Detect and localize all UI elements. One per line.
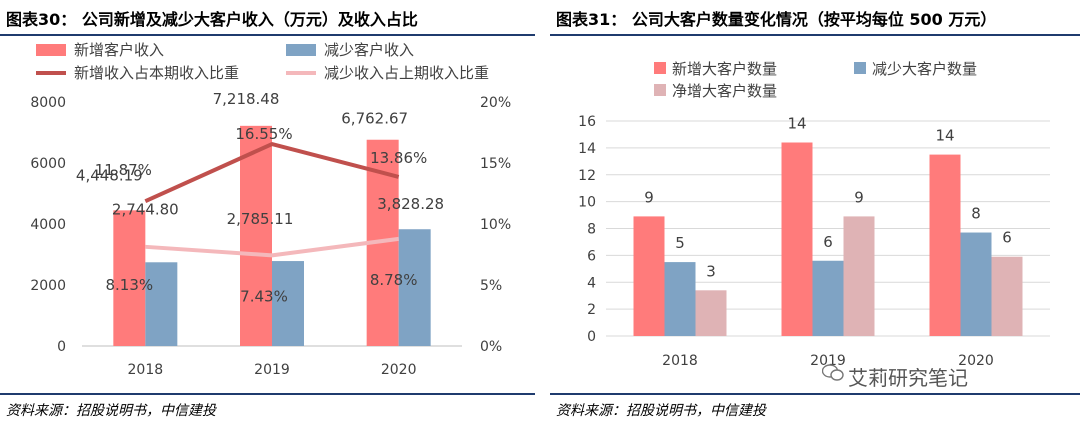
bar: [145, 262, 178, 346]
line-data-label: 13.86%: [370, 149, 427, 167]
line-data-label: 8.78%: [370, 271, 418, 289]
bar-data-label: 5: [675, 234, 685, 252]
legend-swatch: [854, 62, 866, 74]
y2-tick-label: 15%: [480, 156, 511, 172]
bar: [633, 216, 665, 336]
bar-data-label: 14: [935, 127, 954, 145]
left-source-text: 资料来源：招股说明书，中信建投: [6, 403, 216, 419]
bar: [781, 142, 813, 336]
y-tick-label: 12: [578, 168, 596, 184]
bar: [960, 232, 992, 336]
legend-swatch: [36, 44, 66, 56]
line-data-label: 16.55%: [235, 125, 292, 143]
bar: [240, 125, 272, 346]
bar-data-label: 2,744.80: [112, 200, 179, 218]
legend-label: 减少大客户数量: [872, 60, 977, 78]
right-chart-svg: 0 2 4 6 8 10 12 14 16 2018 9 5 3 2019 14 6 9 2020 14 8 6 新增大客…: [578, 60, 1050, 369]
bar: [398, 229, 431, 346]
legend-swatch: [654, 62, 666, 74]
x-tick-label: 2020: [381, 362, 417, 378]
left-chart-title: 图表30： 公司新增及减少大客户收入（万元）及收入占比: [6, 10, 418, 29]
right-source-text: 资料来源：招股说明书，中信建投: [556, 403, 766, 419]
bar: [812, 260, 844, 336]
right-chart-panel: 图表31： 公司大客户数量变化情况（按平均每位 500 万元） 0 2 4 6 8 10 1…: [550, 0, 1080, 427]
bar-data-label: 9: [644, 188, 654, 206]
line-data-label: 8.13%: [106, 276, 154, 294]
y-tick-label: 4: [587, 275, 596, 291]
bar: [272, 261, 304, 346]
legend-label: 减少收入占上期收入比重: [324, 64, 489, 82]
line-data-label: 7.43%: [240, 287, 288, 305]
bar-data-label: 4,448.19: [76, 166, 143, 184]
y2-tick-label: 20%: [480, 95, 511, 111]
x-tick-label: 2019: [254, 362, 290, 378]
right-source-rule: [550, 393, 1080, 395]
watermark-text: 艾莉研究笔记: [848, 366, 968, 390]
left-title-rule: [0, 34, 535, 36]
bar-data-label: 14: [787, 115, 806, 133]
y-tick-label: 16: [578, 114, 596, 130]
right-chart-title: 图表31： 公司大客户数量变化情况（按平均每位 500 万元）: [556, 10, 997, 29]
y2-tick-label: 5%: [480, 278, 502, 294]
left-chart-panel: 图表30： 公司新增及减少大客户收入（万元）及收入占比 0 2000 4000 600…: [0, 0, 535, 427]
bar-data-label: 9: [854, 188, 864, 206]
bar-data-label: 6: [1002, 229, 1012, 247]
y2-tick-label: 0%: [480, 339, 502, 355]
x-tick-label: 2020: [958, 353, 994, 369]
y-tick-label: 2000: [30, 278, 66, 294]
bar-data-label: 6,762.67: [341, 110, 408, 128]
bar: [843, 216, 875, 336]
legend-label: 减少客户收入: [324, 41, 414, 59]
legend-label: 新增客户收入: [74, 41, 164, 59]
y-tick-label: 6: [587, 248, 596, 264]
right-title-rule: [550, 34, 1080, 36]
bar: [991, 256, 1023, 336]
legend-swatch: [286, 44, 316, 56]
bar: [695, 290, 727, 336]
bar-data-label: 8: [971, 205, 981, 223]
bar-data-label: 3,828.28: [377, 195, 444, 213]
bar: [929, 154, 961, 336]
bar: [113, 210, 146, 346]
y-tick-label: 0: [57, 339, 66, 355]
series-line: [144, 142, 400, 204]
y-tick-label: 8000: [30, 95, 66, 111]
left-chart-svg: 0 2000 4000 6000 8000 0% 5% 10% 15% 20% 2018 2019 20…: [30, 41, 511, 378]
bar-data-label: 2,785.11: [227, 210, 294, 228]
series-line: [145, 236, 399, 258]
legend-label: 新增大客户数量: [672, 60, 777, 78]
y-tick-label: 2: [587, 302, 596, 318]
bar: [664, 262, 696, 336]
y-tick-label: 8: [587, 222, 596, 238]
y2-tick-label: 10%: [480, 217, 511, 233]
legend-label: 净增大客户数量: [672, 82, 777, 100]
y-tick-label: 6000: [30, 156, 66, 172]
x-tick-label: 2018: [128, 362, 164, 378]
bar-data-label: 6: [823, 233, 833, 251]
y-tick-label: 0: [587, 329, 596, 345]
y-tick-label: 14: [578, 141, 596, 157]
x-tick-label: 2018: [662, 353, 698, 369]
bar-data-label: 3: [706, 262, 716, 280]
y-tick-label: 10: [578, 195, 596, 211]
legend-swatch: [654, 84, 666, 96]
left-source-rule: [0, 393, 535, 395]
legend-label: 新增收入占本期收入比重: [74, 64, 239, 82]
y-tick-label: 4000: [30, 217, 66, 233]
bar-data-label: 7,218.48: [213, 90, 280, 108]
line-data-label: 11.87%: [95, 161, 152, 179]
wechat-icon: [822, 364, 844, 381]
x-tick-label: 2019: [810, 353, 846, 369]
